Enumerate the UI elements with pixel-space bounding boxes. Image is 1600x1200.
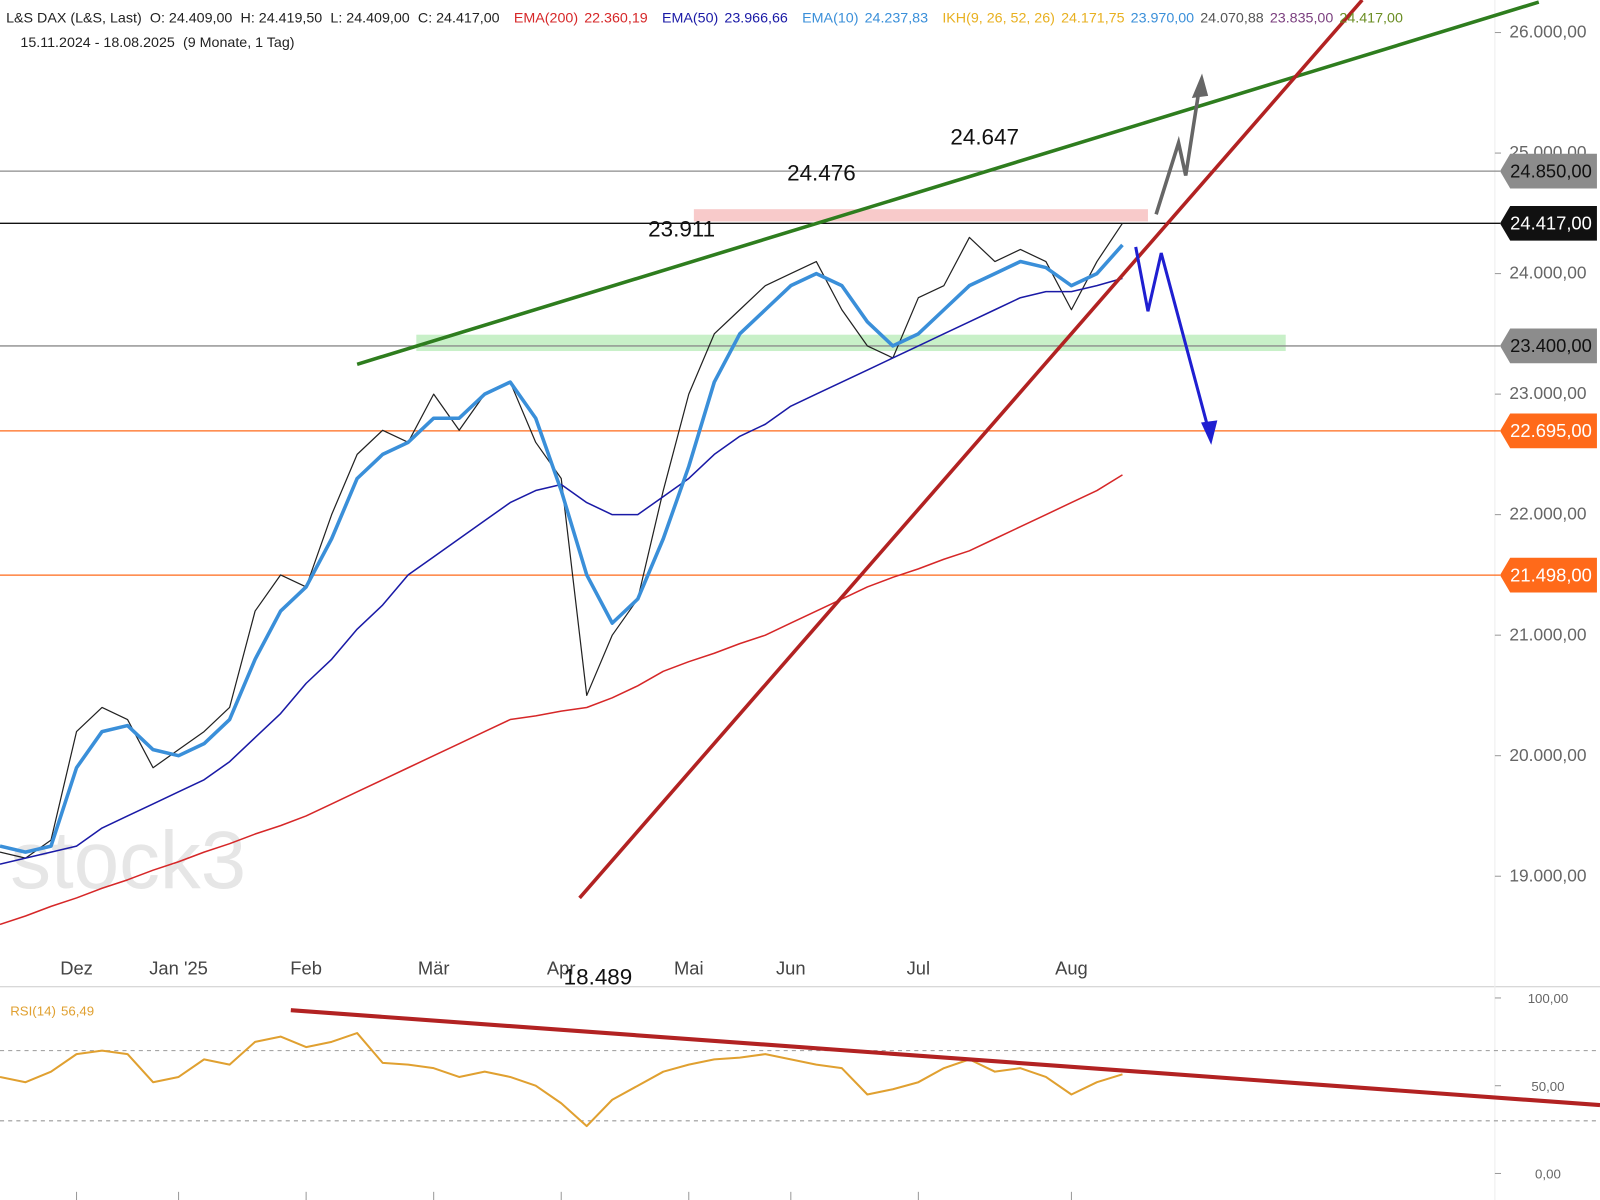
trendline-upper	[356, 0, 1540, 366]
x-tick-label: Feb	[290, 957, 322, 978]
x-tick-label: Dez	[60, 957, 93, 978]
x-tick-label: Jun	[776, 957, 806, 978]
legend-value: 23.835,00	[1270, 10, 1334, 26]
level-label: 23.400,00	[1510, 335, 1592, 356]
legend-name: RSI(14)	[10, 1003, 56, 1018]
trendline-support	[578, 0, 1364, 900]
legend-value: 24.070,88	[1200, 10, 1264, 26]
arrow-head-up	[1191, 73, 1209, 98]
legend-name: EMA(50)	[662, 10, 718, 26]
legend-name: EMA(10)	[802, 10, 858, 26]
y-tick-label: 0,00	[1535, 1167, 1561, 1182]
header-legend: L&S DAX (L&S, Last) O: 24.409,00 H: 24.419…	[6, 10, 1403, 26]
ohlc-value: L: 24.409,00	[330, 10, 409, 26]
x-tick-label: Jan '25	[149, 957, 208, 978]
price-annotation: 23.911	[648, 216, 715, 241]
level-label: 21.498,00	[1510, 564, 1592, 585]
price-annotation: 24.647	[950, 125, 1019, 150]
y-tick-label: 20.000,00	[1509, 745, 1586, 765]
y-tick-label: 24.000,00	[1509, 263, 1586, 283]
ohlc-value: O: 24.409,00	[150, 10, 233, 26]
level-badge	[1500, 557, 1597, 593]
legend-name: EMA(200)	[514, 10, 578, 26]
symbol: L&S DAX (L&S, Last)	[6, 10, 142, 26]
y-tick-label: 23.000,00	[1509, 383, 1586, 403]
legend-value: 22.360,19	[584, 10, 648, 26]
x-tick-label: Mär	[418, 957, 450, 978]
header-range: 15.11.2024 - 18.08.2025 (9 Monate, 1 Tag)	[20, 35, 294, 51]
price-annotation: 24.476	[787, 161, 856, 186]
ohlc-value: C: 24.417,00	[418, 10, 500, 26]
x-tick-label: Mai	[674, 957, 704, 978]
x-tick-label: Jul	[907, 957, 930, 978]
watermark: stock3	[10, 815, 246, 906]
legend-value: 23.966,66	[724, 10, 788, 26]
plot-area	[0, 32, 1600, 1174]
date-range: 15.11.2024 - 18.08.2025	[20, 35, 174, 51]
legend-value: 24.237,83	[865, 10, 929, 26]
price-annotation: 18.489	[564, 965, 633, 990]
rsi-legend: RSI(14) 56,49	[10, 1003, 94, 1018]
series-line	[0, 474, 1123, 926]
series-line	[0, 222, 1123, 859]
series-line	[0, 243, 1124, 854]
legend-value: 24.171,75	[1061, 10, 1125, 26]
x-tick-label: Apr	[547, 957, 576, 978]
y-tick-label: 50,00	[1531, 1079, 1564, 1094]
legend-value: 24.417,00	[1339, 10, 1403, 26]
scenario-arrow-up	[1154, 83, 1202, 215]
level-label: 22.695,00	[1510, 420, 1592, 441]
scenario-arrow-down	[1134, 246, 1210, 429]
rsi-trendline	[290, 1008, 1600, 1108]
arrow-head-down	[1201, 420, 1218, 445]
y-tick-label: 19.000,00	[1509, 865, 1586, 885]
legend-value: 23.970,00	[1131, 10, 1195, 26]
support-zone	[416, 334, 1286, 352]
y-tick-label: 21.000,00	[1509, 624, 1586, 644]
y-tick-label: 22.000,00	[1509, 504, 1586, 524]
level-label: 24.417,00	[1510, 212, 1592, 233]
y-tick-label: 26.000,00	[1509, 22, 1586, 42]
x-tick-label: Aug	[1055, 957, 1088, 978]
series-line	[0, 277, 1123, 865]
level-badge	[1500, 153, 1597, 189]
resistance-zone	[693, 209, 1148, 222]
level-badge	[1500, 413, 1597, 449]
series-line	[0, 1032, 1123, 1128]
level-badge	[1500, 328, 1597, 364]
ohlc-value: H: 24.419,50	[241, 10, 323, 26]
legend-value: 56,49	[61, 1003, 94, 1018]
level-badge	[1500, 205, 1597, 241]
y-tick-label: 100,00	[1528, 991, 1569, 1006]
period: (9 Monate, 1 Tag)	[183, 35, 295, 51]
level-label: 24.850,00	[1510, 160, 1592, 181]
legend-name: IKH(9, 26, 52, 26)	[942, 10, 1055, 26]
